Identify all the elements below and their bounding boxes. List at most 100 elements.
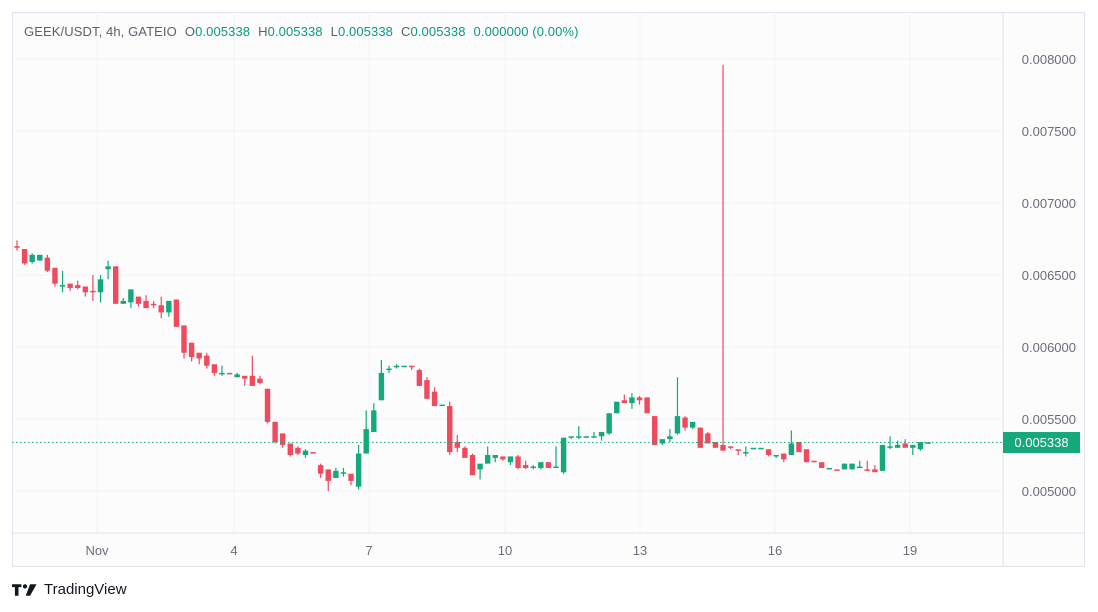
candle-body — [781, 453, 787, 460]
candle-body — [257, 378, 263, 383]
candle-body — [181, 325, 187, 353]
candle-series — [14, 64, 931, 491]
low-label: L — [330, 24, 338, 39]
candle-body — [75, 285, 81, 288]
candle-body — [90, 290, 96, 293]
time-tick-label: Nov — [85, 543, 109, 558]
candle-body — [712, 442, 719, 448]
candle-body — [879, 444, 886, 471]
candle-body — [538, 462, 544, 468]
open-value: 0.005338 — [195, 24, 251, 39]
low-value: 0.005338 — [337, 24, 394, 39]
time-tick-label: 10 — [498, 543, 512, 558]
candle-body — [431, 391, 438, 407]
candle-body — [333, 470, 339, 479]
candle-body — [416, 370, 423, 386]
candle-body — [856, 466, 863, 469]
candle-body — [652, 416, 658, 445]
price-tick-label: 0.005000 — [1022, 484, 1076, 499]
candle-body — [249, 375, 256, 386]
candle-body — [59, 285, 66, 287]
price-tick-label: 0.007000 — [1022, 196, 1076, 211]
candle-body — [553, 466, 559, 469]
candle-body — [386, 368, 392, 371]
price-axis[interactable]: 0.008000 0.007500 0.007000 0.006500 0.006000… — [1022, 52, 1076, 499]
candle-body — [424, 380, 430, 399]
candle-body — [204, 355, 210, 366]
candle-body — [576, 436, 582, 438]
candle-body — [280, 433, 286, 445]
candle-body — [196, 352, 202, 359]
candle-body — [659, 439, 665, 444]
candle-body — [629, 397, 635, 404]
price-tick-label: 0.007500 — [1022, 124, 1076, 139]
candle-body — [469, 455, 476, 476]
close-value: 0.005338 — [410, 24, 466, 39]
candle-body — [317, 465, 324, 474]
last-price-tag: 0.005338 — [1003, 432, 1080, 453]
candle-body — [310, 452, 316, 454]
candle-body — [758, 447, 764, 450]
candle-body — [682, 417, 688, 428]
candle-body — [674, 416, 681, 434]
candle-body — [796, 442, 802, 453]
candle-body — [128, 289, 134, 303]
candle-body — [765, 449, 772, 455]
candle-body — [811, 460, 817, 463]
candle-body — [773, 455, 779, 457]
candle-body — [173, 299, 180, 327]
candle-body — [462, 447, 468, 458]
candle-body — [371, 410, 377, 432]
candle-body — [105, 266, 111, 270]
candle-body — [530, 466, 536, 469]
candle-body — [583, 436, 590, 438]
candle-body — [211, 364, 218, 373]
candle-body — [902, 443, 908, 448]
candle-body — [143, 300, 149, 309]
candle-body — [545, 462, 552, 468]
candle-body — [887, 446, 893, 448]
high-value: 0.005338 — [267, 24, 323, 39]
candle-body — [401, 365, 407, 368]
candle-body — [44, 257, 51, 271]
chart-frame — [12, 12, 1085, 567]
candle-body — [568, 436, 574, 438]
candle-body — [834, 469, 840, 471]
candle-body — [67, 283, 73, 288]
candle-body — [515, 456, 521, 468]
chart-grid — [12, 12, 1003, 533]
candle-body — [614, 401, 620, 414]
candle-body — [841, 463, 848, 470]
time-axis[interactable]: Nov 4 7 10 13 16 19 — [85, 543, 917, 558]
close-label: C — [401, 24, 411, 39]
candle-body — [409, 365, 415, 368]
candle-body — [287, 443, 293, 455]
candle-body — [894, 444, 901, 448]
change-value: 0.000000 (0.00%) — [473, 24, 579, 39]
candle-body — [917, 442, 924, 450]
time-tick-label: 7 — [365, 543, 372, 558]
candle-body — [925, 442, 931, 444]
candle-body — [689, 421, 696, 428]
candle-body — [621, 400, 628, 404]
candle-body — [219, 372, 225, 375]
candle-body — [393, 365, 400, 368]
candle-body — [644, 397, 650, 414]
candle-body — [302, 450, 309, 455]
candle-body — [378, 372, 385, 401]
candle-body — [560, 437, 567, 473]
open-label: O — [184, 24, 196, 39]
candle-body — [727, 446, 734, 448]
tradingview-brand[interactable]: TradingView — [12, 581, 127, 598]
candle-body — [97, 279, 104, 293]
price-tick-label: 0.008000 — [1022, 52, 1076, 67]
candle-body — [52, 267, 58, 284]
candle-body — [606, 413, 612, 434]
candle-body — [447, 406, 453, 453]
time-tick-label: 16 — [768, 543, 782, 558]
candle-body — [264, 388, 271, 422]
candle-body — [500, 456, 506, 460]
candle-body — [348, 473, 354, 481]
candle-body — [598, 431, 605, 437]
